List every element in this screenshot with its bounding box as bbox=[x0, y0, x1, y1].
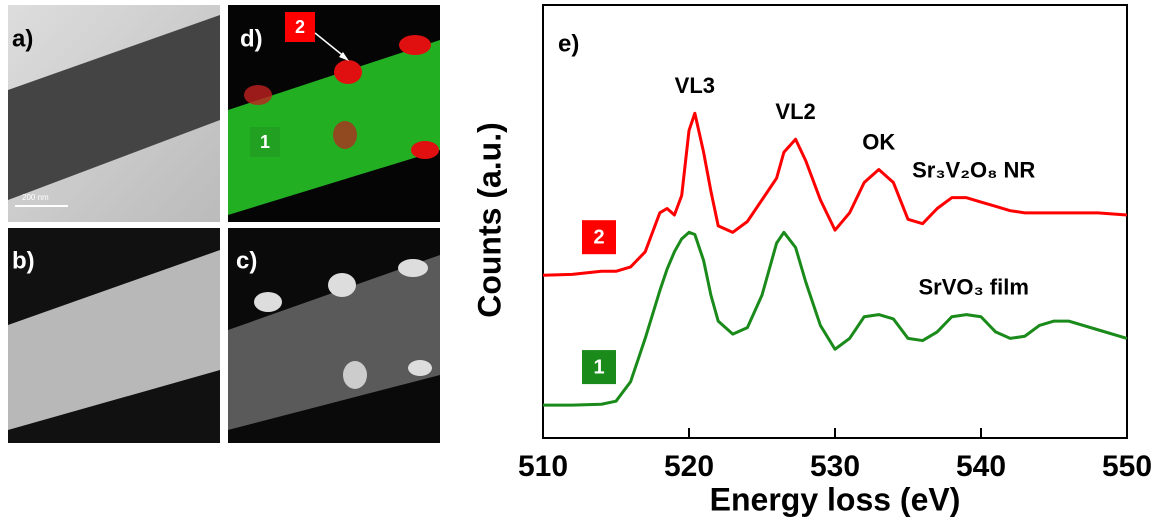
spectrum-line bbox=[543, 113, 1127, 275]
x-tick-label: 510 bbox=[518, 450, 568, 483]
panel-label: c) bbox=[236, 247, 257, 274]
panel-label: e) bbox=[558, 30, 579, 57]
annotation: SrVO₃ film bbox=[918, 274, 1028, 299]
figure: 200 nm a) d) 2 1 b) c) e) Energy loss (e… bbox=[0, 0, 1162, 527]
plot-frame bbox=[543, 5, 1127, 438]
scale-bar-label: 200 nm bbox=[22, 193, 49, 202]
particle bbox=[398, 259, 428, 277]
particle bbox=[334, 60, 362, 84]
x-tick-label: 540 bbox=[956, 450, 1006, 483]
particle bbox=[244, 85, 272, 105]
spectrum-chart: e) Energy loss (eV) Counts (a.u.) 510 520… bbox=[471, 5, 1152, 517]
y-axis-label: Counts (a.u.) bbox=[471, 122, 507, 318]
legend-label: 2 bbox=[593, 226, 604, 248]
panel-label: d) bbox=[240, 25, 263, 52]
annotation: VL3 bbox=[675, 73, 715, 98]
spectrum-line bbox=[543, 232, 1127, 405]
x-axis-label: Energy loss (eV) bbox=[710, 481, 961, 517]
particle bbox=[411, 141, 439, 159]
x-tick-label: 530 bbox=[810, 450, 860, 483]
legend-label: 1 bbox=[593, 356, 604, 378]
particle bbox=[399, 35, 431, 55]
x-tick-label: 550 bbox=[1102, 450, 1152, 483]
particle bbox=[408, 360, 432, 376]
particle bbox=[254, 292, 282, 312]
panel-label: b) bbox=[12, 247, 35, 274]
particle bbox=[343, 361, 367, 389]
particle bbox=[328, 273, 356, 297]
annotation: OK bbox=[862, 129, 895, 154]
marker: 1 bbox=[260, 132, 270, 152]
particle bbox=[333, 121, 357, 149]
annotation: Sr₃V₂O₈ NR bbox=[912, 157, 1035, 182]
panel-label: a) bbox=[12, 25, 33, 52]
x-tick-label: 520 bbox=[664, 450, 714, 483]
annotation: VL2 bbox=[775, 99, 815, 124]
marker: 2 bbox=[295, 17, 305, 37]
page: 200 nm a) d) 2 1 b) c) e) Energy loss (e… bbox=[0, 0, 1162, 532]
